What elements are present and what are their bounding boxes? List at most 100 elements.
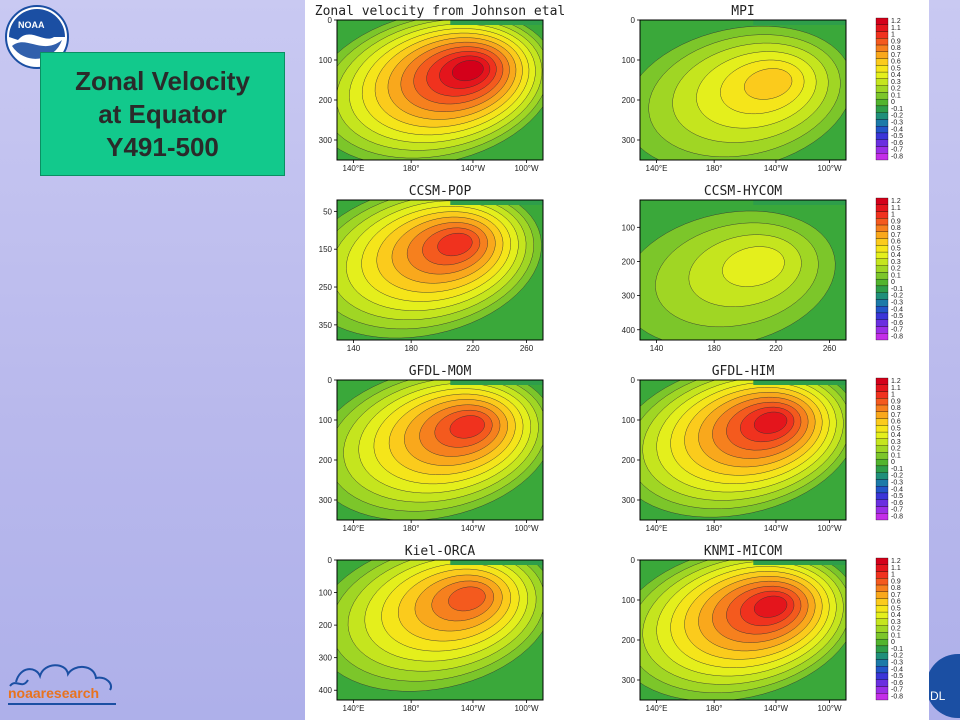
x-tick-label: 140°E bbox=[343, 524, 365, 533]
y-tick-label: 100 bbox=[319, 589, 333, 598]
colorbar-label: 1.1 bbox=[891, 565, 901, 572]
x-tick-label: 100°W bbox=[514, 164, 539, 173]
velocity-contours bbox=[640, 200, 846, 340]
colorbar-label: 0.1 bbox=[891, 272, 901, 279]
colorbar-swatch bbox=[875, 632, 889, 640]
colorbar-label: 1.2 bbox=[891, 558, 901, 565]
colorbar-swatch bbox=[875, 438, 889, 446]
colorbar-label: -0.5 bbox=[891, 313, 903, 320]
colorbar-label: 0.2 bbox=[891, 86, 901, 93]
colorbar-label: 0 bbox=[891, 99, 895, 106]
colorbar-label: 0.1 bbox=[891, 632, 901, 639]
y-tick-label: 200 bbox=[319, 621, 333, 630]
y-tick-label: 300 bbox=[622, 496, 636, 505]
colorbar-label: -0.8 bbox=[891, 513, 903, 520]
velocity-contours bbox=[337, 200, 543, 339]
colorbar-swatch bbox=[875, 265, 889, 273]
colorbar-label: -0.3 bbox=[891, 300, 903, 307]
x-tick-label: 140°E bbox=[646, 704, 668, 713]
colorbar-swatch bbox=[875, 486, 889, 494]
colorbar-swatch bbox=[875, 384, 889, 392]
colorbar-label: 1 bbox=[891, 392, 895, 399]
colorbar-label: -0.8 bbox=[891, 693, 903, 700]
colorbar-label: 1.1 bbox=[891, 25, 901, 32]
x-tick-label: 220 bbox=[769, 344, 783, 353]
y-tick-label: 0 bbox=[631, 556, 636, 565]
colorbar-swatch bbox=[875, 584, 889, 592]
y-tick-label: 300 bbox=[622, 136, 636, 145]
colorbar-swatch bbox=[875, 571, 889, 579]
y-tick-label: 100 bbox=[622, 596, 636, 605]
panel-4: CCSM-HYCOM 140 180 220 260 100 200 300 400 1.21.1… bbox=[622, 184, 904, 353]
colorbar-swatch bbox=[875, 659, 889, 667]
colorbar-label: 0.4 bbox=[891, 612, 901, 619]
velocity-contours bbox=[337, 560, 543, 692]
y-tick-label: 0 bbox=[328, 556, 333, 565]
colorbar-swatch bbox=[875, 98, 889, 107]
svg-text:noaaresearch: noaaresearch bbox=[8, 685, 99, 701]
colorbar-swatch bbox=[875, 472, 889, 480]
x-tick-label: 180° bbox=[706, 524, 723, 533]
colorbar-label: 0.8 bbox=[891, 585, 901, 592]
x-tick-label: 140°W bbox=[764, 164, 789, 173]
colorbar-swatch bbox=[875, 31, 889, 39]
y-tick-label: 250 bbox=[319, 283, 333, 292]
y-tick-label: 200 bbox=[319, 96, 333, 105]
y-tick-label: 100 bbox=[622, 223, 636, 232]
y-tick-label: 0 bbox=[328, 16, 333, 25]
contour-band bbox=[452, 60, 484, 82]
colorbar-swatch bbox=[875, 377, 889, 385]
colorbar-label: -0.2 bbox=[891, 473, 903, 480]
colorbar-label: 0.7 bbox=[891, 592, 901, 599]
colorbar-label: 0.7 bbox=[891, 412, 901, 419]
svg-text:DL: DL bbox=[930, 689, 946, 703]
x-tick-label: 260 bbox=[520, 344, 534, 353]
velocity-contours bbox=[640, 380, 846, 518]
colorbar-swatch bbox=[875, 92, 889, 100]
y-tick-label: 300 bbox=[319, 496, 333, 505]
panel-title: Kiel-ORCA bbox=[405, 544, 476, 559]
colorbar-label: -0.4 bbox=[891, 126, 903, 133]
colorbar-label: 0.3 bbox=[891, 259, 901, 266]
colorbar-label: 0.8 bbox=[891, 225, 901, 232]
colorbar-swatch bbox=[875, 278, 889, 287]
colorbar-label: 0.5 bbox=[891, 425, 901, 432]
colorbar-swatch bbox=[875, 431, 889, 440]
colorbar-label: 0.1 bbox=[891, 92, 901, 99]
y-tick-label: 100 bbox=[622, 416, 636, 425]
colorbar-label: -0.2 bbox=[891, 653, 903, 660]
colorbar: 1.21.110.90.80.70.60.50.40.30.20.10-0.1-… bbox=[875, 17, 903, 161]
colorbar-swatch bbox=[875, 245, 889, 253]
colorbar-label: 0 bbox=[891, 279, 895, 286]
colorbar-swatch bbox=[875, 153, 889, 161]
colorbar-swatch bbox=[875, 638, 889, 647]
colorbar-label: -0.4 bbox=[891, 486, 903, 493]
y-tick-label: 50 bbox=[323, 207, 332, 216]
x-tick-label: 140°E bbox=[343, 164, 365, 173]
colorbar-swatch bbox=[875, 404, 889, 412]
colorbar-swatch bbox=[875, 425, 889, 433]
colorbar-swatch bbox=[875, 679, 889, 687]
colorbar-swatch bbox=[875, 479, 889, 487]
colorbar-label: 0.9 bbox=[891, 218, 901, 225]
x-tick-label: 140 bbox=[650, 344, 664, 353]
x-tick-label: 140°W bbox=[764, 524, 789, 533]
x-tick-label: 100°W bbox=[514, 704, 539, 713]
velocity-contours bbox=[337, 20, 543, 160]
colorbar-label: 0.2 bbox=[891, 446, 901, 453]
colorbar-label: -0.3 bbox=[891, 480, 903, 487]
colorbar-swatch bbox=[875, 557, 889, 565]
surface-current bbox=[450, 560, 543, 565]
colorbar-label: -0.6 bbox=[891, 320, 903, 327]
colorbar-swatch bbox=[875, 306, 889, 314]
colorbar-label: 1.2 bbox=[891, 378, 901, 385]
y-tick-label: 150 bbox=[319, 245, 333, 254]
colorbar-swatch bbox=[875, 112, 889, 120]
colorbar-label: -0.6 bbox=[891, 680, 903, 687]
surface-current bbox=[450, 20, 543, 25]
surface-current bbox=[753, 20, 846, 25]
colorbar-swatch bbox=[875, 204, 889, 212]
colorbar-label: 0.4 bbox=[891, 432, 901, 439]
contour-band bbox=[753, 595, 788, 618]
colorbar-label: -0.1 bbox=[891, 646, 903, 653]
